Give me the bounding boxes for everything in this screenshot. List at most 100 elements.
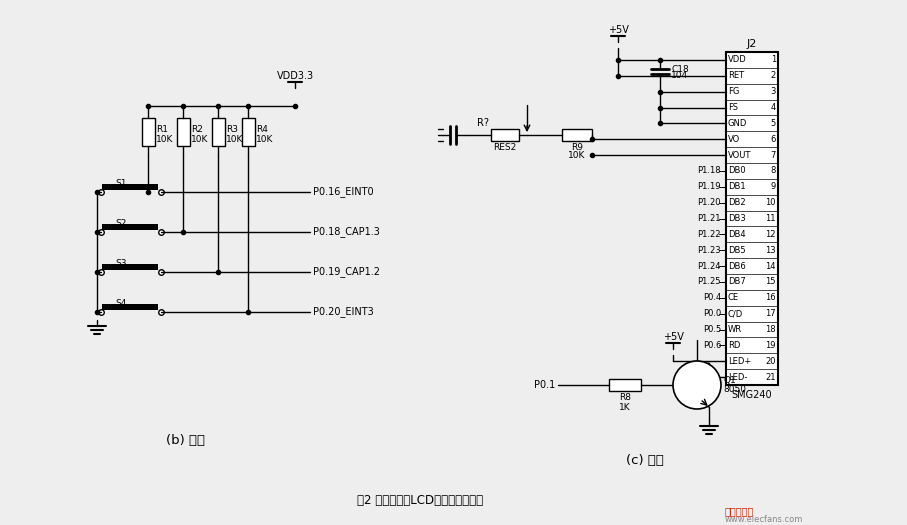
Text: 10K: 10K (191, 134, 209, 143)
Bar (211, 118, 225, 146)
Text: 7: 7 (771, 151, 776, 160)
Text: CE: CE (728, 293, 739, 302)
Text: P0.20_EINT3: P0.20_EINT3 (313, 307, 374, 318)
Text: VOUT: VOUT (728, 151, 751, 160)
Text: P1.19: P1.19 (697, 182, 721, 191)
Text: P1.18: P1.18 (697, 166, 721, 175)
Text: DB5: DB5 (728, 246, 746, 255)
Text: LED+: LED+ (728, 356, 751, 366)
Text: 5: 5 (771, 119, 776, 128)
Text: C18: C18 (671, 65, 688, 74)
Text: +5V: +5V (608, 25, 629, 35)
Text: FS: FS (728, 103, 738, 112)
Text: S2: S2 (115, 219, 126, 228)
Text: 2: 2 (771, 71, 776, 80)
Text: 104: 104 (671, 70, 688, 79)
Text: +5V: +5V (662, 332, 684, 342)
Text: P0.1: P0.1 (533, 380, 555, 390)
Text: 13: 13 (766, 246, 776, 255)
Bar (726, 52, 778, 385)
Text: 14: 14 (766, 261, 776, 270)
Text: P0.16_EINT0: P0.16_EINT0 (313, 186, 374, 197)
Text: P0.18_CAP1.3: P0.18_CAP1.3 (313, 227, 380, 237)
Text: P0.19_CAP1.2: P0.19_CAP1.2 (313, 267, 380, 277)
Text: (c) 显示: (c) 显示 (626, 454, 664, 467)
Text: P0.6: P0.6 (703, 341, 721, 350)
Text: R3: R3 (226, 124, 238, 133)
Text: DB4: DB4 (728, 230, 746, 239)
Text: 10K: 10K (226, 134, 243, 143)
Text: 20: 20 (766, 356, 776, 366)
Text: S4: S4 (115, 299, 126, 309)
Text: DB1: DB1 (728, 182, 746, 191)
Text: P1.21: P1.21 (697, 214, 721, 223)
Text: 12: 12 (766, 230, 776, 239)
Text: www.elecfans.com: www.elecfans.com (725, 514, 804, 523)
Text: GND: GND (728, 119, 747, 128)
Circle shape (673, 361, 721, 409)
Text: VDD3.3: VDD3.3 (277, 71, 314, 81)
Text: VDD: VDD (728, 56, 746, 65)
Bar (562, 129, 592, 141)
Text: P1.23: P1.23 (697, 246, 721, 255)
Text: 21: 21 (766, 373, 776, 382)
Text: 9: 9 (771, 182, 776, 191)
Text: 10K: 10K (256, 134, 273, 143)
Text: 图2 按键控制与LCD显示硬件电路图: 图2 按键控制与LCD显示硬件电路图 (357, 494, 483, 507)
Bar (609, 379, 641, 391)
Text: 8: 8 (771, 166, 776, 175)
Text: R?: R? (477, 118, 489, 128)
Text: P1.25: P1.25 (697, 277, 721, 287)
Text: P1.20: P1.20 (697, 198, 721, 207)
Text: VO: VO (728, 135, 740, 144)
Bar (102, 184, 158, 190)
Text: DB3: DB3 (728, 214, 746, 223)
Bar (241, 118, 255, 146)
Text: 16: 16 (766, 293, 776, 302)
Text: SMG240: SMG240 (732, 390, 773, 400)
Text: R8: R8 (619, 394, 631, 403)
Bar (102, 224, 158, 230)
Text: 11: 11 (766, 214, 776, 223)
Text: 电子发烧友: 电子发烧友 (725, 506, 755, 516)
Bar (102, 264, 158, 270)
Text: C/D: C/D (728, 309, 743, 318)
Text: P0.0: P0.0 (703, 309, 721, 318)
Text: P0.4: P0.4 (703, 293, 721, 302)
Text: P0.5: P0.5 (703, 325, 721, 334)
Text: DB2: DB2 (728, 198, 746, 207)
Bar (102, 304, 158, 310)
Text: P1.22: P1.22 (697, 230, 721, 239)
Text: 6: 6 (771, 135, 776, 144)
Text: WR: WR (728, 325, 742, 334)
Text: 1: 1 (771, 56, 776, 65)
Text: 3: 3 (771, 87, 776, 96)
Text: DB0: DB0 (728, 166, 746, 175)
Text: S1: S1 (115, 180, 126, 188)
Text: DB7: DB7 (728, 277, 746, 287)
Text: 10K: 10K (569, 152, 586, 161)
Text: LED-: LED- (728, 373, 747, 382)
Text: 10K: 10K (156, 134, 173, 143)
Text: (b) 键盘: (b) 键盘 (165, 434, 204, 446)
Text: 8050: 8050 (723, 385, 746, 394)
Text: RES2: RES2 (493, 142, 517, 152)
Text: 15: 15 (766, 277, 776, 287)
Text: R9: R9 (571, 142, 583, 152)
Text: 1K: 1K (619, 403, 630, 412)
Text: 10: 10 (766, 198, 776, 207)
Text: P1.24: P1.24 (697, 261, 721, 270)
Text: DB6: DB6 (728, 261, 746, 270)
Bar (177, 118, 190, 146)
Text: FG: FG (728, 87, 739, 96)
Text: RD: RD (728, 341, 740, 350)
Text: 4: 4 (771, 103, 776, 112)
Bar (141, 118, 154, 146)
Bar (491, 129, 519, 141)
Text: R4: R4 (256, 124, 268, 133)
Text: 18: 18 (766, 325, 776, 334)
Text: R1: R1 (156, 124, 168, 133)
Text: 19: 19 (766, 341, 776, 350)
Text: R2: R2 (191, 124, 203, 133)
Text: S3: S3 (115, 259, 126, 268)
